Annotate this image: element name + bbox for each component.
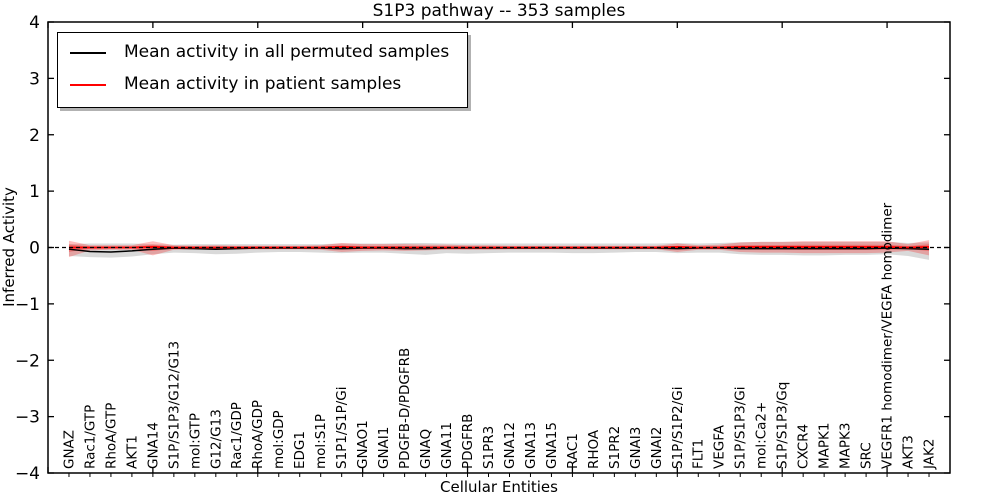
x-tick-label: mol:Ca2+ (754, 402, 770, 469)
x-tick-label: GNA14 (145, 422, 161, 469)
y-tick-label: −4 (15, 464, 40, 484)
x-tick-label: AKT1 (124, 435, 140, 469)
chart-title: S1P3 pathway -- 353 samples (373, 1, 626, 21)
x-tick-label: PDGFRB (460, 414, 476, 469)
y-tick-label: −2 (15, 351, 40, 371)
x-axis-label: Cellular Entities (440, 478, 558, 496)
x-tick-label: SRC (859, 442, 875, 469)
x-tick-label: FLT1 (691, 439, 707, 469)
y-axis-label: Inferred Activity (0, 187, 18, 307)
legend: Mean activity in all permuted samples Me… (57, 32, 469, 108)
x-tick-label: GNAO1 (355, 420, 371, 469)
x-tick-label: GNA12 (502, 422, 518, 469)
x-tick-label: GNAQ (418, 429, 434, 469)
x-tick-label: S1P/S1P2/Gi (670, 387, 686, 470)
legend-row-permuted: Mean activity in all permuted samples (70, 42, 449, 63)
x-tick-label: GNA13 (523, 422, 539, 469)
x-tick-label: VEGFR1 homodimer/VEGFA homodimer (880, 202, 896, 469)
permuted-samples-std-band (68, 241, 930, 260)
x-tick-label: PDGFB-D/PDGFRB (397, 348, 413, 469)
legend-row-patient: Mean activity in patient samples (70, 74, 449, 95)
x-tick-label: S1P1/S1P/Gi (334, 387, 350, 470)
x-tick-label: RHOA (586, 429, 602, 469)
x-tick-label: S1P/S1P3/G12/G13 (166, 341, 182, 469)
x-tick-label: G12/G13 (208, 409, 224, 469)
legend-label-permuted: Mean activity in all permuted samples (124, 42, 450, 62)
x-tick-label: Rac1/GDP (229, 402, 245, 469)
x-tick-label: GNAI1 (376, 427, 392, 469)
x-tick-label: S1PR3 (481, 426, 497, 469)
x-tick-label: GNAI2 (649, 427, 665, 469)
y-tick-label: −3 (15, 408, 40, 428)
y-tick-label: 4 (29, 13, 40, 33)
y-tick-label: 1 (29, 182, 40, 202)
y-tick-label: −1 (15, 295, 40, 315)
x-tick-label: RhoA/GTP (103, 403, 119, 469)
legend-swatch-permuted-line (70, 51, 106, 54)
x-tick-label: GNA11 (439, 422, 455, 469)
x-tick-label: RhoA/GDP (250, 400, 266, 469)
x-tick-label: MAPK1 (817, 423, 833, 469)
x-tick-label: AKT3 (901, 435, 917, 469)
x-tick-label: mol:S1P (313, 414, 329, 469)
x-tick-label: S1P/S1P3/Gq (775, 382, 791, 469)
x-tick-label: GNAI3 (628, 427, 644, 469)
x-tick-label: GNAZ (61, 430, 77, 469)
y-tick-label: 0 (29, 239, 40, 259)
legend-label-patient: Mean activity in patient samples (124, 74, 402, 95)
y-tick-label: 2 (29, 126, 40, 146)
x-tick-label: S1P/S1P3/Gi (733, 387, 749, 470)
x-tick-label: JAK2 (921, 439, 937, 470)
x-tick-label: CXCR4 (796, 424, 812, 469)
x-tick-label: S1PR2 (607, 426, 623, 469)
y-tick-label: 3 (29, 69, 40, 89)
x-tick-label: mol:GTP (187, 413, 203, 469)
x-tick-label: RAC1 (565, 433, 581, 469)
x-tick-label: EDG1 (292, 431, 308, 469)
x-tick-label: VEGFA (712, 424, 728, 469)
x-tick-label: MAPK3 (838, 423, 854, 469)
x-tick-label: GNA15 (544, 422, 560, 469)
x-tick-label: Rac1/GTP (82, 405, 98, 469)
x-tick-label: mol:GDP (271, 410, 287, 469)
legend-swatch-patient-line (70, 83, 106, 86)
